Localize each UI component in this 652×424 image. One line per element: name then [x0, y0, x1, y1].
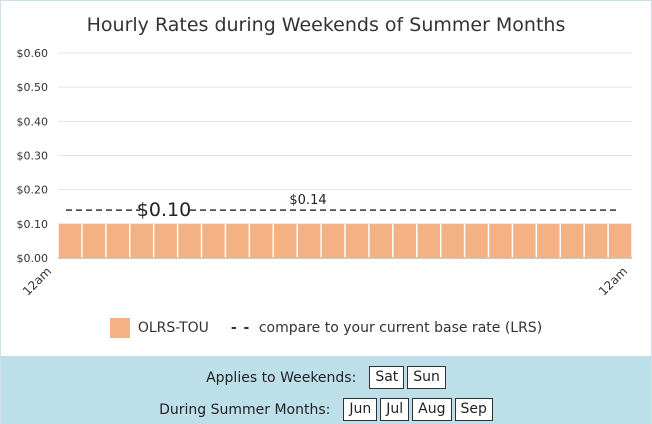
annotation-lrs-rate: $0.14: [289, 193, 326, 208]
bar: [154, 223, 177, 258]
x-tick-label: 12am: [596, 264, 630, 298]
bar: [345, 223, 369, 258]
bar: [202, 223, 225, 258]
y-tick-label: $0.40: [17, 115, 49, 128]
bar: [417, 223, 440, 258]
y-tick-label: $0.20: [17, 184, 49, 197]
months-label: During Summer Months:: [159, 401, 331, 418]
chart-plot: $0.60 $0.50 $0.40 $0.30 $0.20 $0.10 $0.00 $0.1…: [17, 47, 632, 298]
y-tick-label: $0.00: [17, 252, 49, 265]
chart-title: Hourly Rates during Weekends of Summer M…: [86, 14, 566, 36]
y-tick-label: $0.30: [17, 150, 49, 163]
annotations: $0.10 $0.14: [137, 193, 327, 221]
bar: [465, 223, 488, 258]
bar: [584, 223, 608, 258]
bar: [178, 223, 201, 258]
bar: [608, 223, 632, 258]
legend-lrs-dash-icon: - -: [230, 320, 251, 336]
bar: [441, 223, 464, 258]
y-tick-label: $0.50: [17, 81, 49, 94]
y-tick-label: $0.60: [17, 47, 49, 60]
bar: [106, 223, 129, 258]
bar: [321, 223, 345, 258]
months-row: During Summer Months: Jun Jul Aug Sep: [1, 398, 651, 421]
bar: [369, 223, 393, 258]
bar: [561, 223, 584, 258]
weekends-label: Applies to Weekends:: [206, 369, 357, 386]
bar-series: [58, 223, 632, 258]
bar: [537, 223, 560, 258]
annotation-tou-rate: $0.10: [137, 199, 191, 221]
month-chip-aug[interactable]: Aug: [412, 398, 452, 421]
bar: [226, 223, 249, 258]
bar: [274, 223, 297, 258]
month-chip-jul[interactable]: Jul: [380, 398, 410, 421]
bar: [82, 223, 106, 258]
y-axis-ticks: $0.60 $0.50 $0.40 $0.30 $0.20 $0.10 $0.00: [17, 47, 49, 265]
month-chip-sep[interactable]: Sep: [454, 398, 493, 421]
bar: [130, 223, 153, 258]
bar: [58, 223, 82, 258]
bar: [513, 223, 536, 258]
day-chip-sat[interactable]: Sat: [369, 366, 405, 389]
x-tick-label: 12am: [20, 264, 54, 298]
legend-lrs-label: compare to your current base rate (LRS): [258, 320, 543, 336]
month-chip-jun[interactable]: Jun: [343, 398, 378, 421]
legend-tou-label: OLRS-TOU: [137, 320, 209, 336]
legend: OLRS-TOU - - compare to your current bas…: [0, 318, 652, 338]
bar: [489, 223, 512, 258]
y-tick-label: $0.10: [17, 218, 49, 231]
legend-tou-swatch: [109, 318, 130, 338]
bar: [250, 223, 273, 258]
bar: [297, 223, 321, 258]
bar: [393, 223, 416, 258]
filter-panel: Applies to Weekends: Sat Sun During Summ…: [1, 356, 651, 424]
x-axis-ticks: 12am 12am: [20, 264, 630, 298]
grid-lines: [58, 52, 632, 259]
weekends-row: Applies to Weekends: Sat Sun: [1, 366, 651, 389]
day-chip-sun[interactable]: Sun: [407, 366, 446, 389]
